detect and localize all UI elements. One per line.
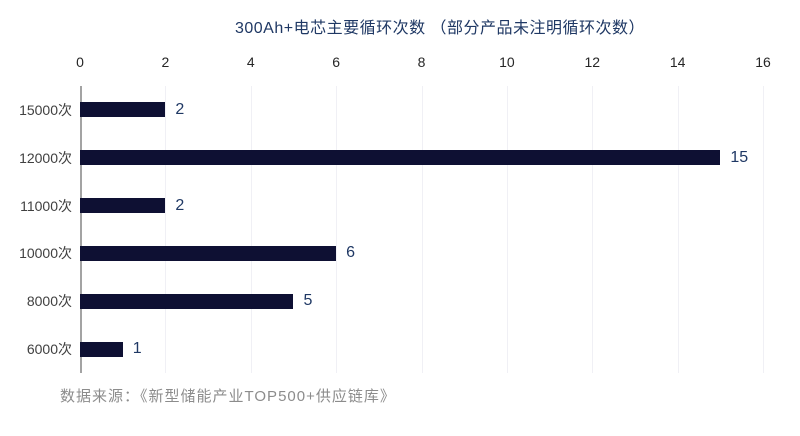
category-label: 15000次 [19, 101, 72, 118]
category-label: 11000次 [20, 197, 72, 214]
bar [80, 293, 294, 309]
gridline [506, 86, 508, 373]
bar-track: 5 [80, 277, 763, 325]
bar-row: 11000次 2 [0, 182, 763, 230]
gridline [336, 86, 338, 373]
value-label: 6 [346, 244, 356, 262]
gridline [421, 86, 423, 373]
x-tick-label: 4 [246, 54, 255, 70]
bar-row: 10000次 6 [0, 229, 763, 277]
chart-title: 300Ah+电芯主要循环次数 （部分产品未注明循环次数） [234, 20, 646, 37]
x-tick-label: 6 [332, 54, 341, 70]
value-label: 15 [730, 148, 749, 166]
bar-track: 6 [80, 229, 763, 277]
bar-track: 2 [80, 86, 763, 134]
source-note: 数据来源：《新型储能产业TOP500+供应链库》 [60, 388, 396, 405]
category-label: 8000次 [26, 293, 72, 310]
category-label: 12000次 [19, 149, 72, 166]
bar [80, 245, 337, 261]
x-tick-label: 0 [76, 54, 84, 70]
bar [80, 150, 721, 166]
x-tick-label: 10 [499, 54, 515, 70]
gridline [592, 86, 594, 373]
value-label: 1 [132, 340, 142, 358]
bar [80, 198, 166, 214]
gridline [763, 86, 764, 373]
bar-row: 6000次 1 [0, 325, 763, 373]
x-tick-label: 16 [755, 54, 771, 70]
bar-row: 8000次 5 [0, 277, 763, 325]
value-label: 2 [175, 100, 185, 118]
value-label: 2 [175, 196, 185, 214]
x-tick-label: 14 [669, 54, 686, 70]
gridline [250, 86, 252, 373]
category-label: 6000次 [26, 341, 72, 358]
category-label: 10000次 [19, 245, 72, 262]
bar-row: 15000次 2 [0, 86, 763, 134]
x-tick-label: 2 [161, 54, 170, 70]
value-label: 5 [303, 292, 313, 310]
bars-container: 15000次 2 12000次 15 11000次 2 10000次 6 8000次 5 6000次… [0, 86, 763, 373]
plot-area [80, 86, 764, 373]
x-tick-label: 8 [417, 54, 426, 70]
bar-row: 12000次 15 [0, 134, 763, 182]
bar-track: 2 [80, 182, 763, 230]
gridline [677, 86, 679, 373]
x-axis: 0 2 4 6 8 10 12 14 16 [76, 54, 771, 72]
y-axis-line [80, 86, 82, 373]
bar-track: 15 [80, 134, 763, 182]
bar-track: 1 [80, 325, 763, 373]
bar [80, 102, 166, 118]
gridline [165, 86, 167, 373]
bar [80, 341, 123, 357]
x-tick-label: 12 [584, 54, 601, 70]
